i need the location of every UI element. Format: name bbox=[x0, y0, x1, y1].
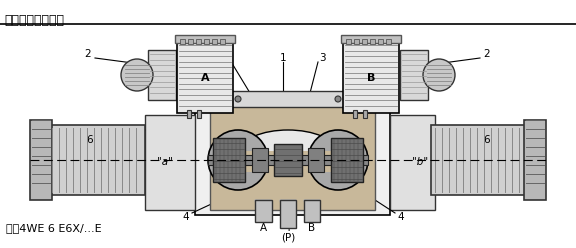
Text: 6: 6 bbox=[484, 135, 490, 145]
Bar bbox=[346, 39, 351, 44]
Bar bbox=[148, 50, 176, 100]
Bar bbox=[431, 125, 528, 195]
Circle shape bbox=[235, 96, 241, 102]
Bar bbox=[354, 39, 359, 44]
Bar bbox=[255, 200, 272, 222]
Bar bbox=[177, 40, 233, 113]
Bar bbox=[30, 120, 52, 200]
Bar bbox=[524, 120, 546, 200]
Text: B: B bbox=[367, 73, 375, 83]
Text: 1: 1 bbox=[280, 53, 286, 63]
Bar bbox=[188, 39, 193, 44]
Circle shape bbox=[423, 59, 455, 91]
Bar bbox=[187, 110, 191, 118]
Bar bbox=[386, 39, 391, 44]
Bar bbox=[390, 115, 435, 210]
Circle shape bbox=[308, 130, 368, 190]
Bar bbox=[241, 151, 336, 172]
Ellipse shape bbox=[241, 130, 335, 172]
Text: T: T bbox=[285, 223, 291, 233]
Bar bbox=[343, 40, 399, 113]
Bar bbox=[331, 138, 363, 182]
Bar bbox=[48, 125, 145, 195]
Text: "b": "b" bbox=[412, 157, 428, 167]
Bar bbox=[204, 39, 209, 44]
Bar bbox=[180, 39, 185, 44]
Bar bbox=[274, 144, 302, 176]
Bar bbox=[208, 155, 368, 165]
Circle shape bbox=[121, 59, 153, 91]
Text: 2: 2 bbox=[484, 49, 490, 59]
Polygon shape bbox=[255, 200, 271, 215]
Text: 2: 2 bbox=[85, 49, 92, 59]
Text: (P): (P) bbox=[281, 233, 295, 243]
Bar bbox=[363, 110, 367, 118]
Bar bbox=[280, 200, 296, 228]
Bar bbox=[175, 35, 235, 43]
Bar bbox=[145, 115, 195, 210]
Bar bbox=[362, 39, 367, 44]
Circle shape bbox=[208, 130, 268, 190]
Bar bbox=[308, 148, 324, 172]
Bar bbox=[210, 105, 375, 210]
Circle shape bbox=[335, 96, 341, 102]
Bar bbox=[378, 39, 383, 44]
Text: 4: 4 bbox=[397, 212, 404, 222]
Polygon shape bbox=[280, 200, 296, 215]
Text: 4: 4 bbox=[183, 212, 190, 222]
Text: "a": "a" bbox=[157, 157, 173, 167]
Text: A: A bbox=[200, 73, 209, 83]
Text: 3: 3 bbox=[319, 53, 325, 63]
Bar bbox=[195, 95, 390, 215]
Text: A: A bbox=[259, 223, 267, 233]
Text: B: B bbox=[308, 223, 316, 233]
Bar bbox=[353, 110, 357, 118]
Bar bbox=[220, 39, 225, 44]
Bar bbox=[304, 200, 320, 222]
Text: 型号4WE 6 E6X/...E: 型号4WE 6 E6X/...E bbox=[6, 223, 101, 233]
Text: 功能说明，剖视图: 功能说明，剖视图 bbox=[4, 14, 64, 27]
Text: 6: 6 bbox=[86, 135, 93, 145]
Bar bbox=[197, 110, 201, 118]
Text: 5: 5 bbox=[221, 52, 228, 62]
Bar bbox=[213, 138, 245, 182]
Bar bbox=[252, 148, 268, 172]
Bar bbox=[341, 35, 401, 43]
Bar bbox=[210, 91, 375, 107]
Polygon shape bbox=[304, 200, 320, 215]
Bar bbox=[212, 39, 217, 44]
Bar bbox=[370, 39, 375, 44]
Bar bbox=[400, 50, 428, 100]
Text: 5: 5 bbox=[355, 52, 361, 62]
Bar bbox=[196, 39, 201, 44]
